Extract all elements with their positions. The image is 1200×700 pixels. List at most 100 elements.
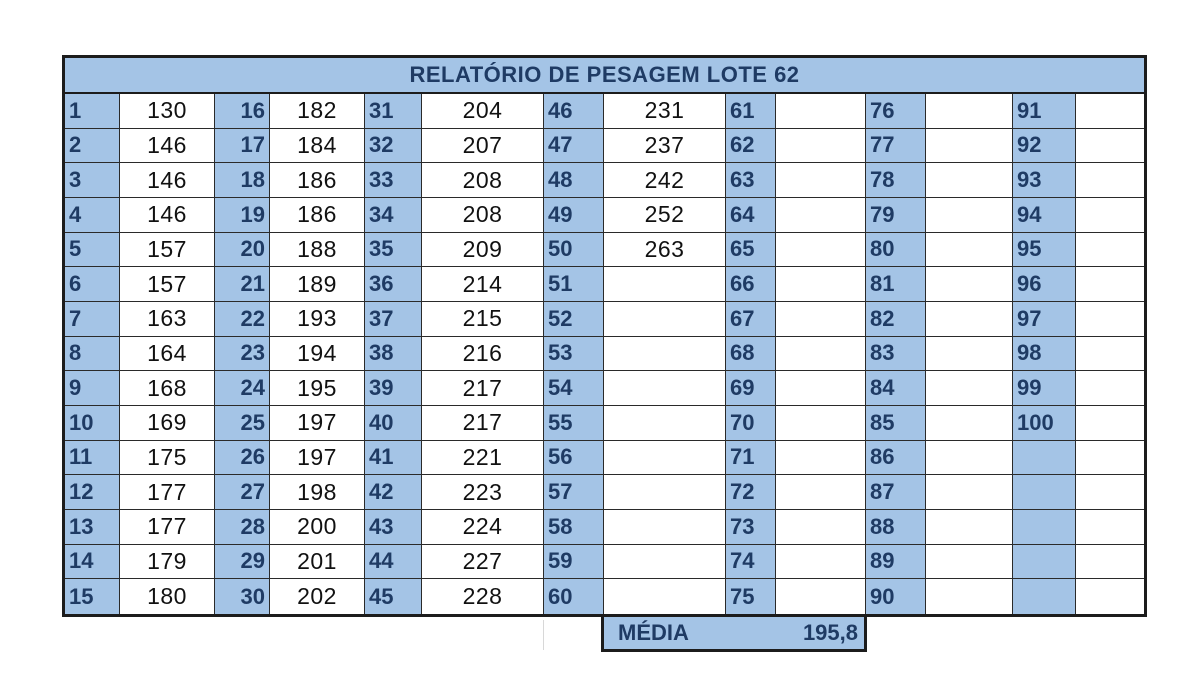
weight-cell[interactable]: 200 xyxy=(270,510,365,545)
weight-cell[interactable]: 193 xyxy=(270,302,365,337)
animal-number-cell[interactable]: 83 xyxy=(866,336,926,372)
animal-number-cell[interactable]: 62 xyxy=(726,128,776,164)
animal-number-cell[interactable] xyxy=(1013,440,1076,476)
animal-number-cell[interactable]: 56 xyxy=(544,440,604,476)
weight-cell[interactable]: 201 xyxy=(270,544,365,580)
weight-cell[interactable] xyxy=(926,406,1013,441)
animal-number-cell[interactable] xyxy=(1013,579,1076,614)
weight-cell[interactable]: 157 xyxy=(120,267,215,302)
animal-number-cell[interactable]: 33 xyxy=(365,163,422,198)
animal-number-cell[interactable]: 21 xyxy=(215,267,270,302)
animal-number-cell[interactable]: 34 xyxy=(365,198,422,233)
weight-cell[interactable] xyxy=(1076,406,1144,441)
animal-number-cell[interactable]: 54 xyxy=(544,371,604,406)
animal-number-cell[interactable]: 77 xyxy=(866,128,926,164)
weight-cell[interactable] xyxy=(926,475,1013,510)
weight-cell[interactable]: 197 xyxy=(270,440,365,476)
weight-cell[interactable] xyxy=(776,510,866,545)
weight-cell[interactable]: 208 xyxy=(422,163,544,198)
weight-cell[interactable] xyxy=(776,267,866,302)
animal-number-cell[interactable]: 17 xyxy=(215,128,270,164)
animal-number-cell[interactable]: 16 xyxy=(215,94,270,129)
weight-cell[interactable] xyxy=(604,579,726,614)
weight-cell[interactable] xyxy=(776,336,866,372)
animal-number-cell[interactable]: 97 xyxy=(1013,302,1076,337)
animal-number-cell[interactable]: 65 xyxy=(726,232,776,268)
weight-cell[interactable]: 146 xyxy=(120,163,215,198)
weight-cell[interactable]: 242 xyxy=(604,163,726,198)
animal-number-cell[interactable]: 23 xyxy=(215,336,270,372)
weight-cell[interactable] xyxy=(1076,198,1144,233)
animal-number-cell[interactable]: 60 xyxy=(544,579,604,614)
weight-cell[interactable] xyxy=(604,475,726,510)
weight-cell[interactable] xyxy=(926,198,1013,233)
weight-cell[interactable] xyxy=(776,406,866,441)
animal-number-cell[interactable]: 59 xyxy=(544,544,604,580)
animal-number-cell[interactable]: 11 xyxy=(65,440,120,476)
weight-cell[interactable] xyxy=(1076,302,1144,337)
weight-cell[interactable]: 252 xyxy=(604,198,726,233)
animal-number-cell[interactable]: 94 xyxy=(1013,198,1076,233)
animal-number-cell[interactable]: 71 xyxy=(726,440,776,476)
weight-cell[interactable]: 228 xyxy=(422,579,544,614)
animal-number-cell[interactable]: 95 xyxy=(1013,232,1076,268)
weight-cell[interactable] xyxy=(604,267,726,302)
weight-cell[interactable]: 223 xyxy=(422,475,544,510)
weight-cell[interactable]: 237 xyxy=(604,128,726,164)
weight-cell[interactable]: 209 xyxy=(422,232,544,268)
animal-number-cell[interactable]: 70 xyxy=(726,406,776,441)
animal-number-cell[interactable]: 75 xyxy=(726,579,776,614)
weight-cell[interactable] xyxy=(776,94,866,129)
weight-cell[interactable]: 194 xyxy=(270,336,365,372)
animal-number-cell[interactable]: 50 xyxy=(544,232,604,268)
animal-number-cell[interactable]: 67 xyxy=(726,302,776,337)
weight-cell[interactable] xyxy=(604,544,726,580)
animal-number-cell[interactable]: 43 xyxy=(365,510,422,545)
animal-number-cell[interactable]: 81 xyxy=(866,267,926,302)
weight-cell[interactable] xyxy=(604,440,726,476)
animal-number-cell[interactable]: 55 xyxy=(544,406,604,441)
animal-number-cell[interactable]: 41 xyxy=(365,440,422,476)
weight-cell[interactable]: 227 xyxy=(422,544,544,580)
weight-cell[interactable] xyxy=(776,475,866,510)
weight-cell[interactable]: 175 xyxy=(120,440,215,476)
weight-cell[interactable] xyxy=(776,198,866,233)
weight-cell[interactable]: 202 xyxy=(270,579,365,614)
weight-cell[interactable] xyxy=(926,267,1013,302)
weight-cell[interactable] xyxy=(926,128,1013,164)
weight-cell[interactable]: 188 xyxy=(270,232,365,268)
weight-cell[interactable] xyxy=(1076,163,1144,198)
animal-number-cell[interactable]: 36 xyxy=(365,267,422,302)
weight-cell[interactable] xyxy=(776,232,866,268)
animal-number-cell[interactable]: 86 xyxy=(866,440,926,476)
animal-number-cell[interactable]: 85 xyxy=(866,406,926,441)
animal-number-cell[interactable]: 49 xyxy=(544,198,604,233)
weight-cell[interactable] xyxy=(1076,128,1144,164)
animal-number-cell[interactable]: 10 xyxy=(65,406,120,441)
animal-number-cell[interactable]: 4 xyxy=(65,198,120,233)
weight-cell[interactable]: 197 xyxy=(270,406,365,441)
animal-number-cell[interactable]: 26 xyxy=(215,440,270,476)
weight-cell[interactable] xyxy=(926,371,1013,406)
weight-cell[interactable]: 169 xyxy=(120,406,215,441)
weight-cell[interactable] xyxy=(776,302,866,337)
weight-cell[interactable] xyxy=(776,163,866,198)
weight-cell[interactable] xyxy=(926,94,1013,129)
weight-cell[interactable] xyxy=(1076,232,1144,268)
animal-number-cell[interactable]: 91 xyxy=(1013,94,1076,129)
animal-number-cell[interactable]: 15 xyxy=(65,579,120,614)
animal-number-cell[interactable]: 14 xyxy=(65,544,120,580)
animal-number-cell[interactable]: 92 xyxy=(1013,128,1076,164)
animal-number-cell[interactable]: 66 xyxy=(726,267,776,302)
weight-cell[interactable] xyxy=(776,440,866,476)
weight-cell[interactable] xyxy=(1076,336,1144,372)
animal-number-cell[interactable]: 30 xyxy=(215,579,270,614)
animal-number-cell[interactable]: 46 xyxy=(544,94,604,129)
animal-number-cell[interactable]: 58 xyxy=(544,510,604,545)
weight-cell[interactable]: 163 xyxy=(120,302,215,337)
weight-cell[interactable]: 177 xyxy=(120,475,215,510)
animal-number-cell[interactable]: 7 xyxy=(65,302,120,337)
weight-cell[interactable] xyxy=(1076,510,1144,545)
weight-cell[interactable]: 217 xyxy=(422,371,544,406)
weight-cell[interactable]: 186 xyxy=(270,163,365,198)
